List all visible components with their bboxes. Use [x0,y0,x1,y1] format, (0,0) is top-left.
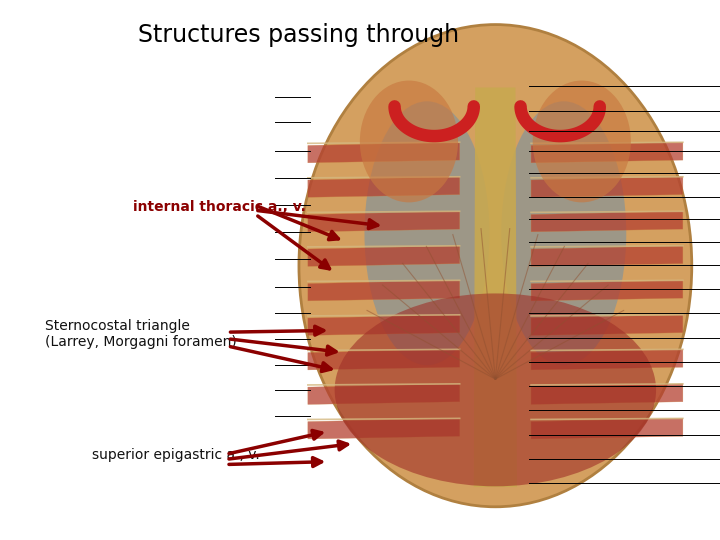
Polygon shape [308,384,459,404]
Polygon shape [308,280,459,301]
Polygon shape [531,384,683,404]
Ellipse shape [299,25,692,507]
Text: internal thoracic a., v.: internal thoracic a., v. [133,200,306,214]
Polygon shape [308,315,459,335]
Text: Sternocostal triangle
(Larrey, Morgagni foramen): Sternocostal triangle (Larrey, Morgagni … [45,319,236,349]
Polygon shape [308,177,459,197]
Ellipse shape [533,80,631,202]
Text: Structures passing through: Structures passing through [138,23,459,46]
Polygon shape [308,418,459,439]
Ellipse shape [501,102,626,365]
Polygon shape [531,246,683,266]
Polygon shape [308,142,459,163]
Polygon shape [308,349,459,370]
Polygon shape [474,87,517,487]
Polygon shape [308,211,459,232]
Polygon shape [531,418,683,439]
Ellipse shape [364,102,490,365]
Polygon shape [308,246,459,266]
Text: superior epigastric a., v.: superior epigastric a., v. [92,448,260,462]
Polygon shape [531,142,683,163]
Polygon shape [531,280,683,301]
Polygon shape [531,211,683,232]
Ellipse shape [360,80,458,202]
Polygon shape [531,177,683,197]
Polygon shape [531,349,683,370]
Ellipse shape [335,293,656,487]
Polygon shape [531,315,683,335]
